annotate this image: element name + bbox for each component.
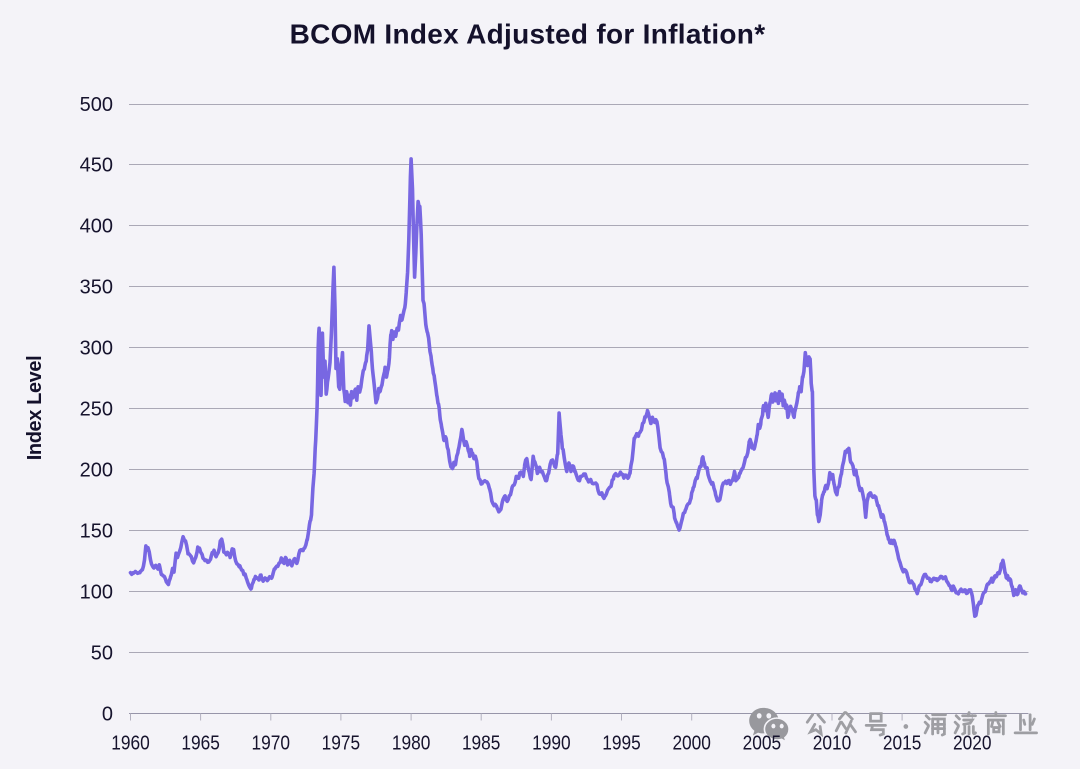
svg-text:1980: 1980 (392, 733, 431, 755)
svg-text:1970: 1970 (252, 733, 291, 755)
svg-text:200: 200 (80, 460, 113, 482)
svg-text:100: 100 (80, 581, 113, 603)
svg-text:400: 400 (80, 216, 113, 238)
svg-text:0: 0 (102, 703, 113, 725)
svg-text:450: 450 (80, 155, 113, 177)
svg-text:50: 50 (91, 642, 113, 664)
svg-text:2010: 2010 (813, 733, 852, 755)
svg-text:2020: 2020 (953, 733, 992, 755)
svg-text:Index Level: Index Level (24, 356, 46, 461)
svg-text:300: 300 (80, 338, 113, 360)
svg-text:1965: 1965 (181, 733, 220, 755)
svg-text:1995: 1995 (602, 733, 641, 755)
svg-text:500: 500 (80, 94, 113, 116)
svg-text:350: 350 (80, 277, 113, 299)
svg-text:250: 250 (80, 399, 113, 421)
svg-text:2005: 2005 (743, 733, 782, 755)
svg-text:2015: 2015 (883, 733, 922, 755)
svg-text:1990: 1990 (532, 733, 571, 755)
svg-text:1960: 1960 (111, 733, 150, 755)
svg-text:BCOM Index Adjusted for Inflat: BCOM Index Adjusted for Inflation* (290, 19, 766, 50)
svg-text:2000: 2000 (672, 733, 711, 755)
svg-text:1975: 1975 (322, 733, 361, 755)
svg-text:1985: 1985 (462, 733, 501, 755)
svg-text:150: 150 (80, 520, 113, 542)
